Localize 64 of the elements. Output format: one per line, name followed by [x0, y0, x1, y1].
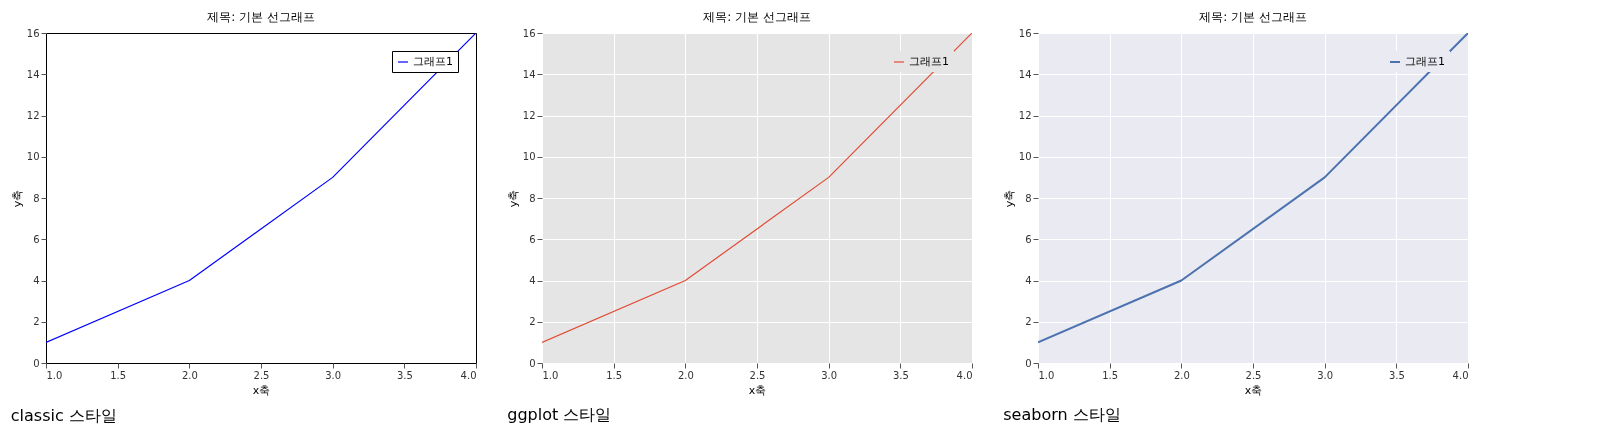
x-axis-title: x축: [252, 383, 271, 397]
y-tick-label: 8: [33, 192, 40, 204]
y-tick-label: 6: [529, 233, 536, 245]
y-tick-label: 0: [33, 357, 40, 369]
chart-title: 제목: 기본 선그래프: [207, 10, 315, 24]
y-tick-label: 2: [529, 316, 536, 328]
x-tick-label: 1.5: [606, 369, 623, 381]
x-tick-label: 2.5: [253, 369, 270, 381]
y-tick-label: 12: [26, 110, 40, 121]
y-tick-label: 14: [1018, 68, 1032, 80]
legend-label: 그래프1: [909, 55, 949, 68]
x-tick-label: 4.0: [956, 369, 973, 381]
y-tick-label: 16: [522, 27, 536, 39]
y-tick-label: 16: [1018, 27, 1032, 39]
line-series: [46, 33, 476, 343]
chart-title: 제목: 기본 선그래프: [1199, 10, 1307, 24]
x-tick-label: 1.0: [1038, 369, 1055, 381]
x-tick-label: 1.0: [542, 369, 559, 381]
x-tick-label: 3.5: [892, 369, 909, 381]
x-axis-title: x축: [748, 383, 767, 397]
y-axis-title: y축: [506, 189, 520, 208]
text: seaborn 스타일: [1003, 405, 1121, 424]
y-tick-label: 0: [1025, 357, 1032, 369]
x-tick-label: 3.5: [396, 369, 413, 381]
x-tick-label: 2.0: [1173, 369, 1190, 381]
x-tick-label: 2.5: [1245, 369, 1262, 381]
y-tick-label: 14: [522, 68, 536, 80]
text: classic 스타일: [10, 405, 117, 425]
x-tick-label: 3.5: [1388, 369, 1405, 381]
y-tick-label: 2: [33, 316, 40, 328]
x-tick-label: 2.5: [749, 369, 766, 381]
y-tick-label: 12: [522, 110, 536, 121]
x-tick-label: 2.0: [677, 369, 694, 381]
chart-title: 제목: 기본 선그래프: [703, 10, 811, 24]
y-tick-label: 10: [522, 151, 536, 163]
x-tick-label: 4.0: [460, 369, 477, 381]
x-tick-label: 4.0: [1452, 369, 1469, 381]
y-tick-label: 2: [1025, 316, 1032, 328]
y-tick-label: 4: [1025, 275, 1032, 286]
x-tick-label: 2.0: [181, 369, 198, 381]
x-tick-label: 1.5: [1102, 369, 1119, 381]
y-tick-label: 6: [33, 233, 40, 245]
x-tick-label: 3.0: [325, 369, 342, 381]
y-tick-label: 4: [33, 275, 40, 286]
x-tick-label: 3.0: [1317, 369, 1334, 381]
x-tick-label: 1.5: [110, 369, 127, 381]
y-tick-label: 12: [1018, 110, 1032, 121]
y-axis-title: y축: [10, 189, 24, 208]
text: ggplot 스타일: [507, 405, 612, 424]
x-tick-label: 3.0: [821, 369, 838, 381]
y-tick-label: 14: [26, 68, 40, 80]
y-tick-label: 8: [1025, 192, 1032, 204]
y-tick-label: 10: [26, 151, 40, 163]
y-tick-label: 0: [529, 357, 536, 369]
x-tick-label: 1.0: [46, 369, 63, 381]
legend-label: 그래프1: [1405, 55, 1445, 68]
x-axis-title: x축: [1244, 383, 1263, 397]
y-tick-label: 10: [1018, 151, 1032, 163]
y-tick-label: 8: [529, 192, 536, 204]
y-tick-label: 6: [1025, 233, 1032, 245]
legend-label: 그래프1: [413, 55, 453, 68]
y-axis-title: y축: [1002, 189, 1016, 208]
y-tick-label: 4: [529, 275, 536, 286]
y-tick-label: 16: [26, 27, 40, 39]
